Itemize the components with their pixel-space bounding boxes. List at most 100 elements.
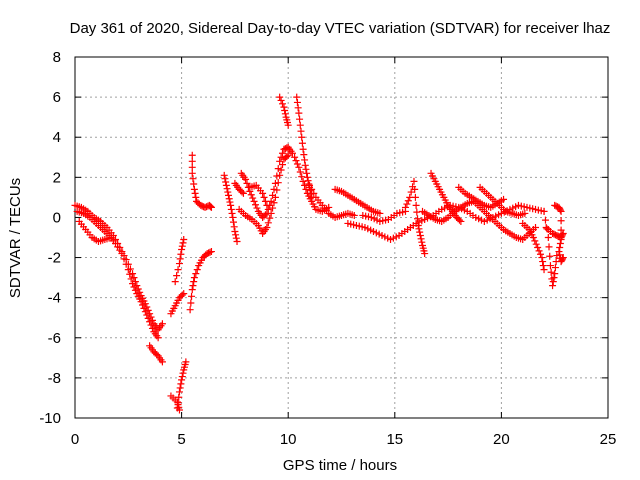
- data-point: [124, 266, 132, 274]
- data-point: [284, 151, 292, 159]
- data-series-sat-o: [246, 181, 271, 209]
- data-point: [559, 231, 567, 239]
- data-point: [559, 255, 567, 263]
- data-series-sat-v: [359, 207, 409, 225]
- data-point: [281, 106, 289, 114]
- data-point: [411, 193, 419, 201]
- data-point: [190, 274, 198, 282]
- data-point: [376, 209, 384, 217]
- data-point: [410, 177, 418, 185]
- data-point: [549, 282, 557, 290]
- data-point: [192, 270, 200, 278]
- data-point: [413, 208, 421, 216]
- data-point: [295, 163, 303, 171]
- data-point: [187, 299, 195, 307]
- data-point: [146, 318, 154, 326]
- data-series-sat-z: [455, 183, 508, 211]
- data-point: [298, 139, 306, 147]
- data-series-sat-j: [188, 151, 215, 211]
- data-point: [253, 204, 261, 212]
- data-point: [144, 314, 152, 322]
- data-point: [231, 227, 239, 235]
- data-point: [259, 189, 267, 197]
- data-point: [539, 262, 547, 270]
- data-point: [127, 275, 135, 283]
- data-point: [556, 251, 564, 259]
- data-point: [179, 239, 187, 247]
- data-point: [541, 216, 549, 224]
- data-point: [544, 234, 552, 241]
- data-point: [414, 215, 422, 223]
- data-series-sat-k: [220, 171, 241, 246]
- data-point: [177, 250, 185, 258]
- data-point: [277, 166, 285, 174]
- data-point: [178, 242, 186, 250]
- data-point: [301, 156, 309, 164]
- data-point: [557, 207, 565, 215]
- data-point: [302, 165, 310, 173]
- data-point: [126, 270, 134, 278]
- data-point: [264, 205, 272, 213]
- y-tick-label: 6: [53, 89, 61, 106]
- data-point: [421, 250, 429, 258]
- data-point: [418, 238, 426, 246]
- y-tick-label: -2: [48, 250, 61, 267]
- data-point: [223, 185, 231, 193]
- data-point: [306, 181, 314, 189]
- data-point: [300, 151, 308, 159]
- data-point: [308, 185, 316, 193]
- data-series-sat-l: [231, 179, 247, 197]
- data-point: [556, 240, 564, 248]
- data-point: [188, 163, 196, 171]
- data-point: [283, 153, 291, 161]
- data-point: [546, 262, 554, 270]
- data-point: [188, 169, 196, 177]
- data-point: [521, 209, 529, 217]
- data-point: [417, 235, 425, 243]
- data-series-sat-ab: [487, 213, 540, 244]
- data-point: [267, 209, 275, 217]
- x-tick-label: 25: [600, 431, 617, 448]
- data-point: [220, 171, 228, 179]
- data-point: [264, 219, 272, 227]
- data-series-sat-b: [73, 207, 162, 342]
- data-point: [538, 254, 546, 262]
- data-point: [263, 223, 271, 231]
- data-point: [178, 291, 186, 299]
- data-point: [534, 244, 542, 252]
- data-point: [532, 223, 540, 231]
- data-point: [179, 369, 187, 377]
- data-point: [536, 250, 544, 258]
- y-tick-label: -6: [48, 330, 61, 347]
- data-point: [540, 207, 548, 215]
- data-point: [546, 252, 554, 260]
- data-point: [296, 121, 304, 129]
- data-point: [294, 104, 302, 112]
- data-point: [415, 225, 423, 233]
- data-point: [303, 173, 311, 181]
- data-series-sat-c: [75, 217, 115, 246]
- data-point: [296, 168, 304, 176]
- data-point: [551, 270, 559, 278]
- data-point: [416, 228, 424, 236]
- data-point: [147, 321, 155, 329]
- data-point: [551, 264, 559, 272]
- data-point: [188, 151, 196, 159]
- data-point: [279, 161, 287, 169]
- data-series-sat-y: [427, 169, 465, 225]
- data-point: [158, 358, 166, 366]
- data-point: [122, 260, 130, 268]
- data-point: [412, 201, 420, 209]
- data-point: [299, 145, 307, 153]
- axis-ticks: [74, 56, 609, 419]
- data-point: [293, 160, 301, 168]
- data-point: [266, 214, 274, 222]
- data-point: [539, 258, 547, 266]
- data-point: [416, 231, 424, 239]
- data-point: [557, 217, 565, 225]
- data-point: [242, 175, 250, 183]
- y-tick-label: 4: [53, 129, 61, 146]
- chart-title: Day 361 of 2020, Sidereal Day-to-day VTE…: [70, 20, 611, 37]
- data-point: [176, 255, 184, 263]
